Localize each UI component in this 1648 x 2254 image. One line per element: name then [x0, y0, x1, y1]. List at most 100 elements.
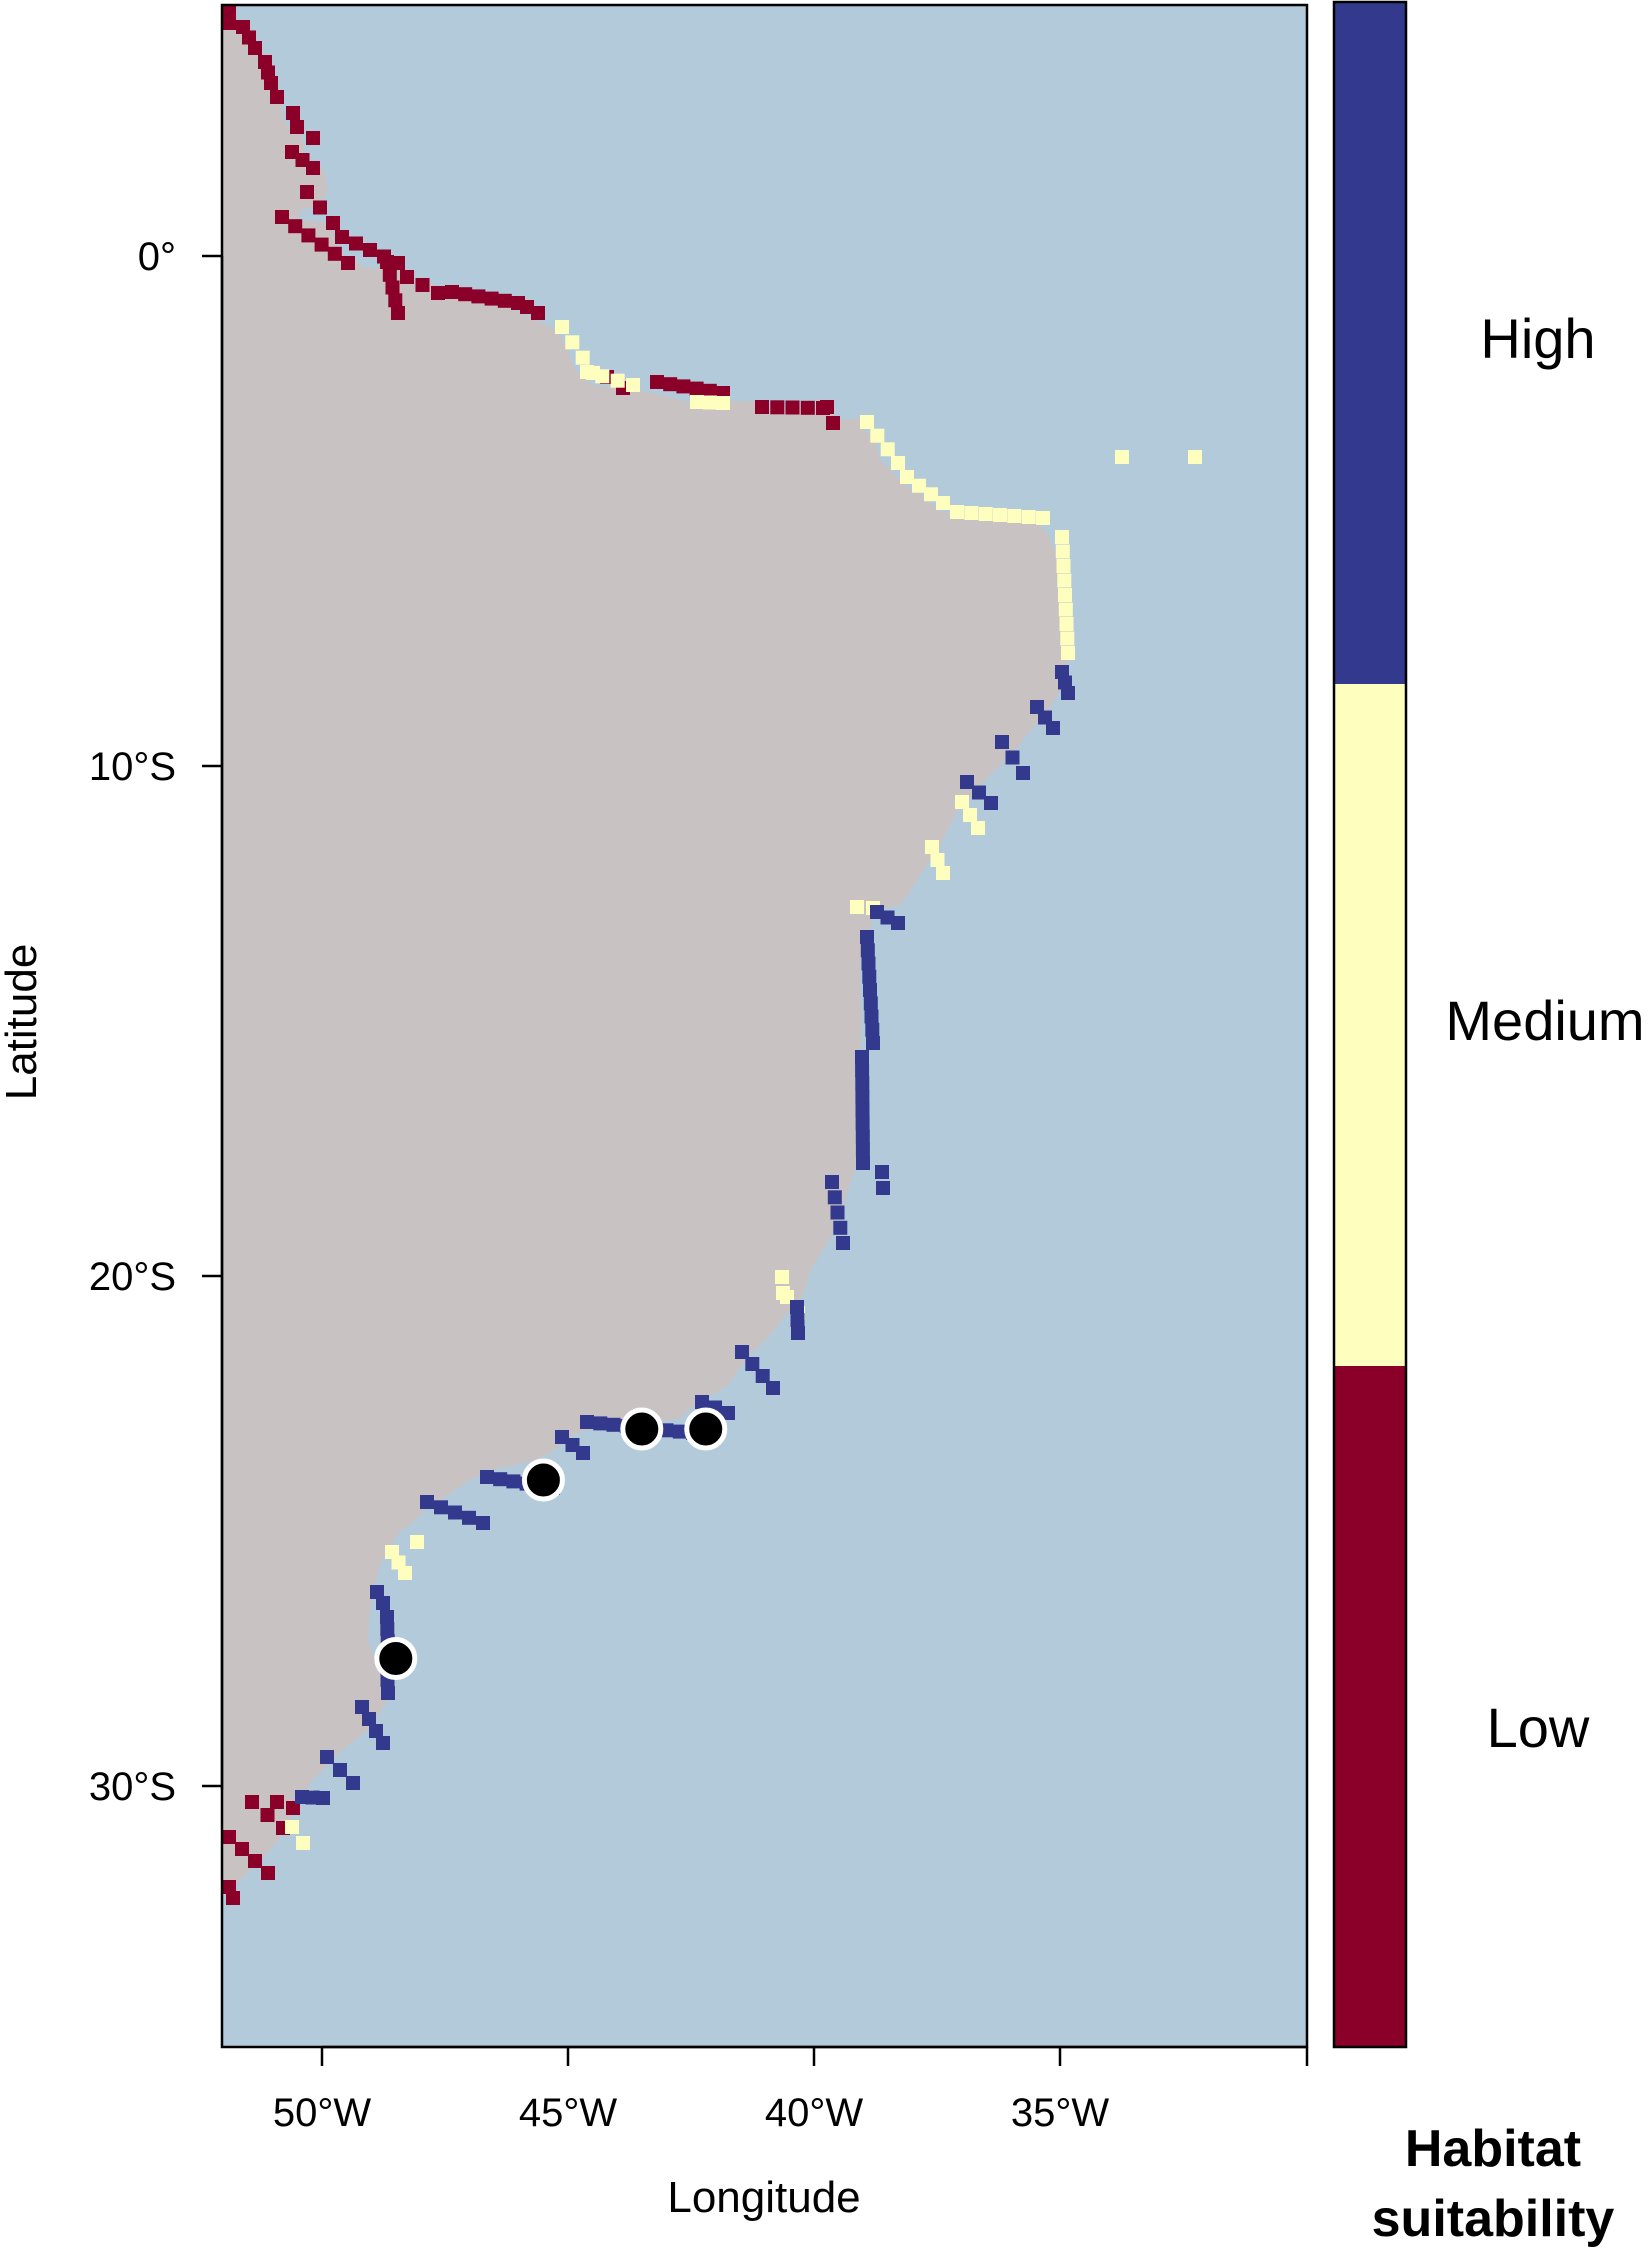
suitability-cell	[955, 795, 969, 809]
suitability-cell	[790, 1313, 805, 1327]
suitability-cell	[775, 1270, 789, 1284]
y-axis-label: Latitude	[0, 944, 46, 1101]
suitability-cell	[856, 1156, 870, 1170]
suitability-cell	[285, 1820, 299, 1834]
suitability-cell	[593, 1416, 608, 1431]
suitability-cell	[676, 379, 691, 394]
suitability-cell	[716, 396, 730, 410]
suitability-cell	[950, 505, 964, 519]
suitability-cell	[936, 496, 950, 510]
occurrence-points	[374, 1407, 728, 1680]
suitability-cell	[260, 1808, 275, 1822]
suitability-cell	[580, 365, 594, 379]
suitability-cell	[316, 1791, 330, 1805]
suitability-cell	[866, 1036, 880, 1050]
suitability-cell	[222, 1830, 236, 1844]
suitability-cell	[420, 1495, 434, 1509]
suitability-cell	[335, 230, 349, 244]
suitability-cell	[410, 1535, 424, 1549]
suitability-cell	[1188, 450, 1202, 464]
suitability-cell	[1061, 646, 1075, 660]
occurrence-point-3	[684, 1407, 728, 1451]
suitability-cell	[875, 1165, 889, 1179]
suitability-cell	[248, 41, 262, 55]
suitability-cell	[1056, 559, 1071, 573]
suitability-cell	[672, 1424, 687, 1439]
legend-swatch-medium	[1334, 684, 1406, 1366]
suitability-cell	[993, 508, 1007, 522]
suitability-cell	[595, 369, 610, 384]
suitability-cell	[827, 1190, 842, 1205]
suitability-cell	[362, 1712, 376, 1726]
suitability-cell	[333, 1763, 347, 1777]
suitability-cell	[235, 1842, 249, 1856]
suitability-cell	[300, 185, 314, 199]
suitability-cell	[400, 270, 414, 284]
suitability-cell	[971, 821, 985, 835]
suitability-cell	[912, 478, 926, 493]
suitability-cell	[531, 306, 545, 320]
suitability-cell	[850, 900, 864, 914]
suitability-cell	[380, 1610, 394, 1624]
suitability-cell	[462, 1510, 476, 1525]
suitability-cell	[369, 1724, 383, 1738]
suitability-cell	[575, 350, 590, 365]
suitability-cell	[663, 377, 678, 392]
legend-title-line1: Habitat	[1405, 2120, 1581, 2178]
suitability-cell	[964, 506, 979, 520]
suitability-cell	[415, 278, 430, 292]
suitability-cell	[471, 289, 486, 304]
y-tick-label-1: 10°S	[89, 745, 176, 789]
suitability-cell	[580, 1415, 594, 1429]
suitability-cell	[370, 1585, 384, 1599]
suitability-cell	[1059, 617, 1074, 631]
suitability-cell	[900, 470, 914, 484]
suitability-cell	[860, 930, 874, 944]
suitability-cell	[930, 853, 945, 867]
suitability-cell	[480, 1470, 494, 1484]
occurrence-point-2	[620, 1407, 664, 1451]
suitability-cell	[735, 1345, 749, 1359]
suitability-cell	[860, 415, 874, 429]
suitability-cell	[891, 456, 905, 470]
suitability-cell	[702, 383, 717, 398]
suitability-cell	[484, 291, 499, 306]
x-axis: 50°W 45°W 40°W 35°W	[273, 2045, 1309, 2135]
suitability-cell	[610, 373, 625, 388]
suitability-cell	[995, 735, 1009, 749]
suitability-cell	[776, 1286, 790, 1300]
suitability-cell	[320, 1750, 334, 1764]
suitability-cell	[493, 1472, 508, 1487]
suitability-cell	[891, 916, 905, 930]
suitability-cell	[820, 400, 834, 414]
suitability-cell	[565, 335, 580, 350]
suitability-cell	[924, 487, 938, 502]
suitability-cell	[855, 1076, 870, 1091]
suitability-cell	[1055, 530, 1069, 544]
suitability-cell	[860, 943, 875, 958]
suitability-cell	[445, 285, 459, 299]
suitability-cell	[398, 1566, 412, 1580]
suitability-cell	[960, 775, 974, 789]
y-tick-label-3: 30°S	[89, 1765, 176, 1809]
suitability-cell	[1057, 573, 1072, 588]
suitability-cell	[222, 1880, 236, 1894]
suitability-cell	[862, 969, 877, 984]
suitability-cell	[972, 785, 986, 800]
suitability-cell	[978, 507, 993, 521]
suitability-cell	[341, 256, 355, 270]
suitability-cell	[363, 243, 377, 257]
suitability-cell	[327, 246, 342, 261]
suitability-cell	[431, 286, 445, 300]
suitability-cell	[855, 1089, 870, 1104]
suitability-cell	[864, 1009, 879, 1024]
suitability-cell	[855, 1050, 869, 1064]
y-tick-label-2: 20°S	[89, 1255, 176, 1299]
suitability-cell	[296, 1836, 310, 1850]
suitability-cell	[520, 300, 534, 314]
suitability-cell	[391, 256, 405, 270]
suitability-cell	[626, 378, 640, 392]
suitability-cell	[855, 1063, 870, 1078]
suitability-cell	[703, 395, 717, 410]
suitability-cell	[380, 1622, 395, 1636]
